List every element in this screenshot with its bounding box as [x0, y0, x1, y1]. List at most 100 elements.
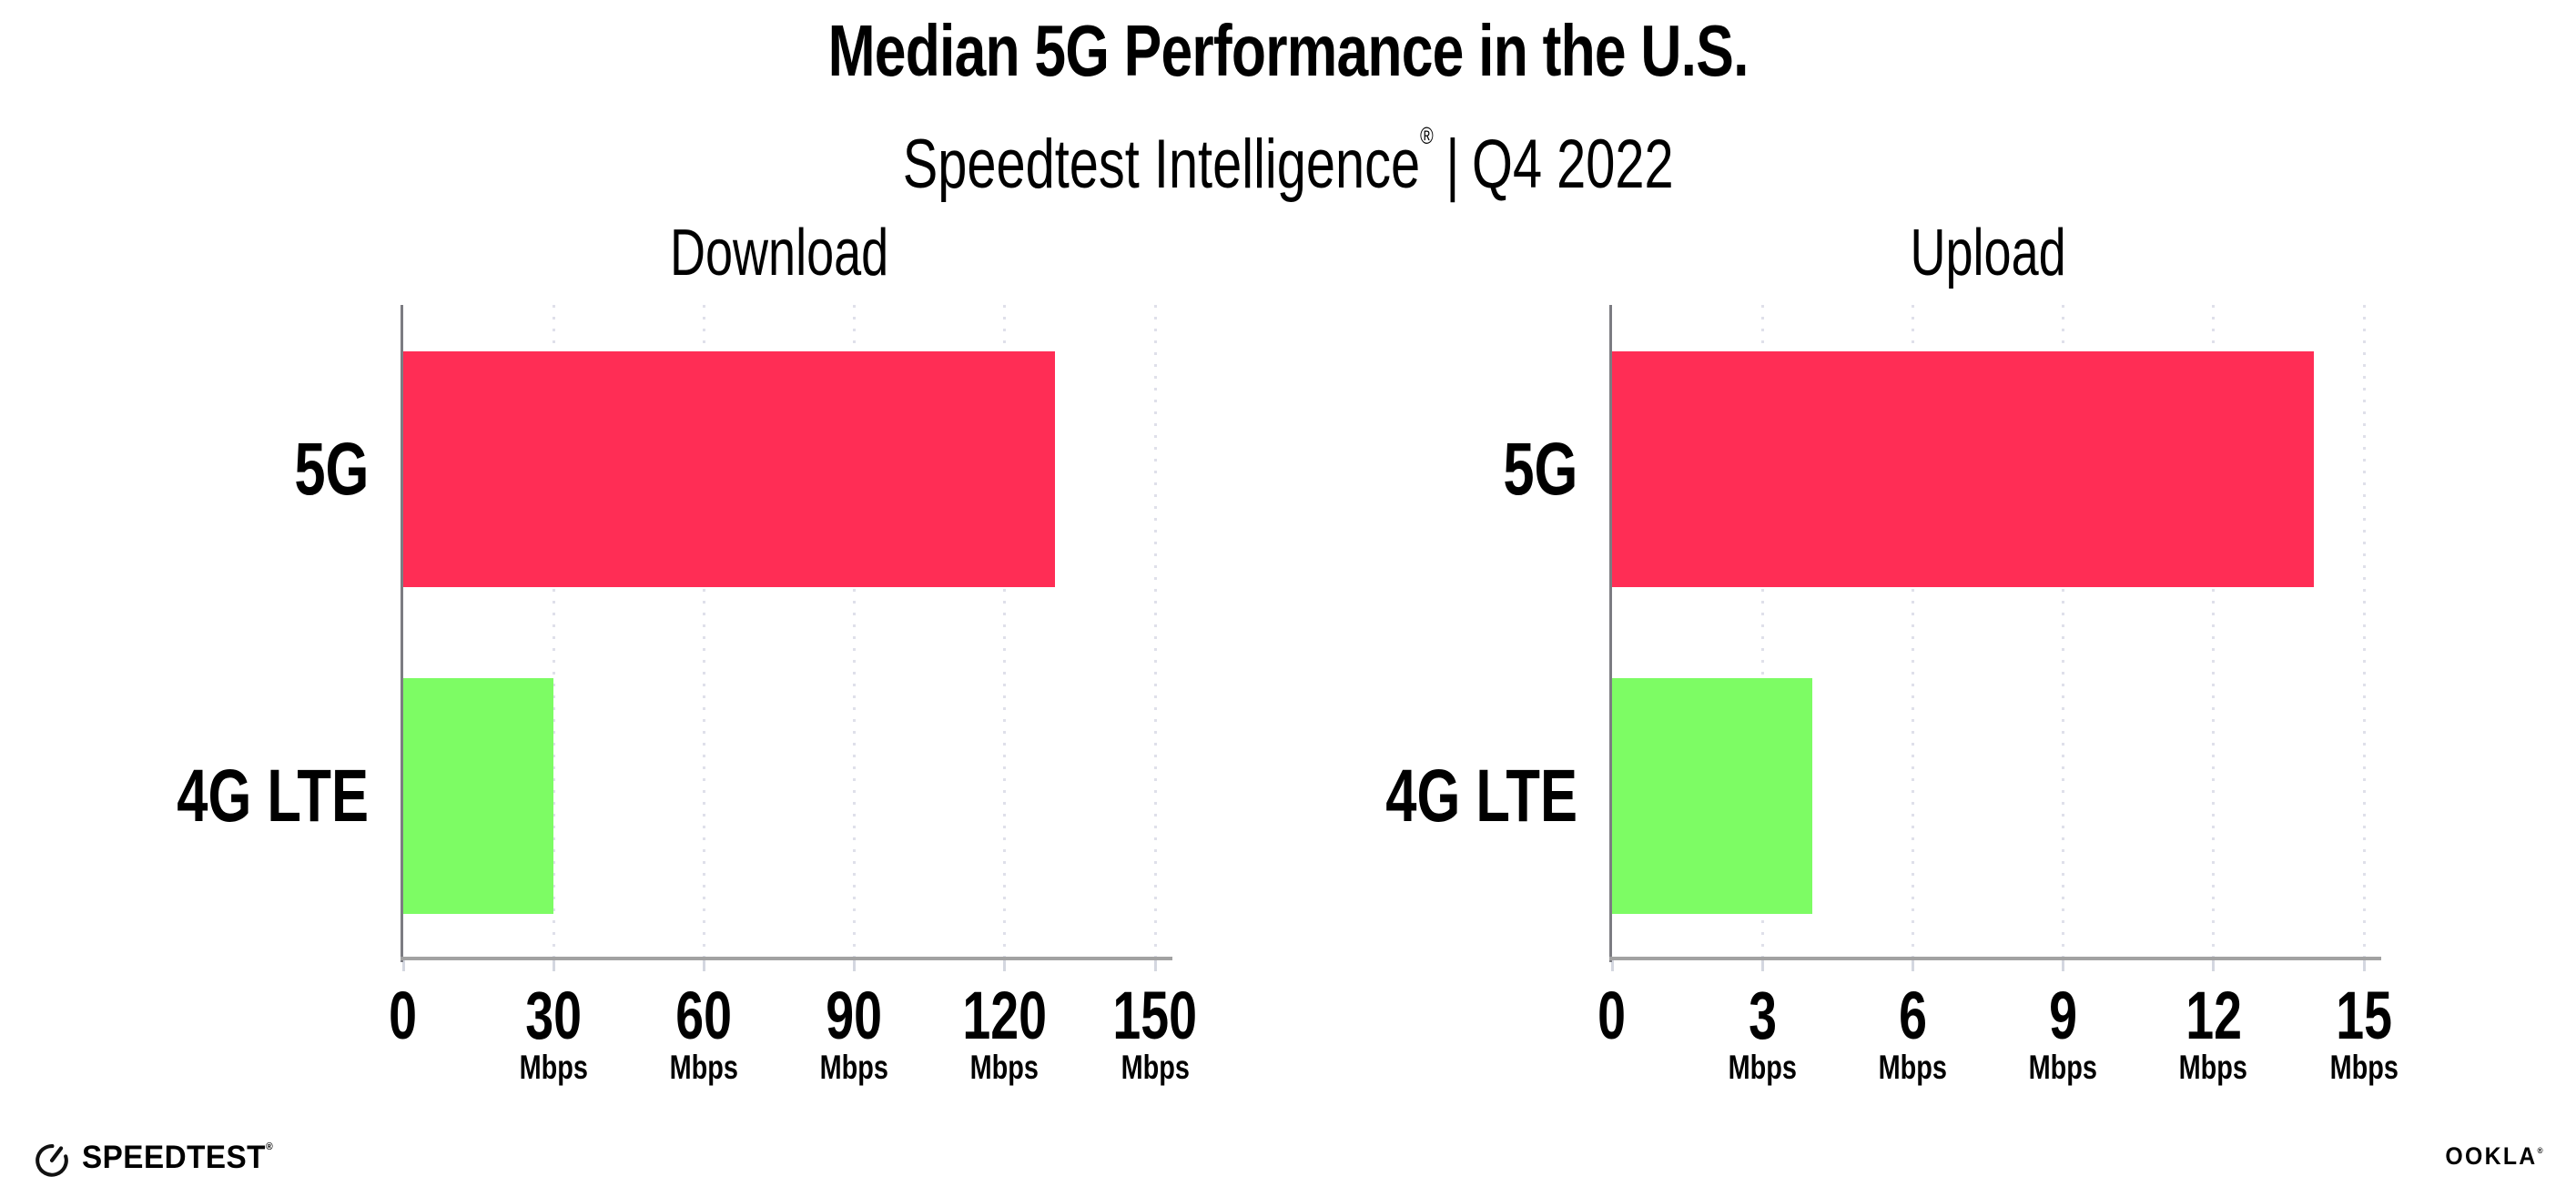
subtitle-brand: Speedtest Intelligence — [902, 126, 1420, 203]
download-tick-unit-120-text: Mbps — [970, 1049, 1040, 1086]
download-tick-label-30-text: 30 — [525, 978, 583, 1053]
download-x-axis — [401, 957, 1172, 960]
tickmark-download-30 — [552, 959, 555, 971]
upload-tick-label-0-text: 0 — [1597, 978, 1627, 1053]
upload-tick-unit-9-text: Mbps — [2028, 1049, 2098, 1086]
download-tick-label-0: 0 — [285, 978, 522, 1053]
upload-category-label-5g-text: 5G — [1502, 427, 1577, 511]
download-tick-label-30: 30 — [435, 978, 672, 1053]
gridline-download-30 — [552, 305, 555, 959]
upload-tick-label-15-text: 15 — [2336, 978, 2392, 1053]
upload-tick-label-9: 9 — [1945, 978, 2182, 1053]
download-tick-label-60: 60 — [585, 978, 822, 1053]
registered-trademark-icon: ® — [1419, 122, 1434, 149]
upload-bar-4g-lte — [1612, 678, 1813, 914]
ookla-registered-icon: ® — [2537, 1145, 2543, 1155]
tickmark-download-120 — [1003, 959, 1007, 971]
download-tick-unit-60: Mbps — [585, 1049, 822, 1087]
subtitle-text: Speedtest Intelligence® | Q4 2022 — [903, 95, 1674, 206]
download-tick-unit-150-text: Mbps — [1121, 1049, 1190, 1086]
upload-chart-title: Upload — [1612, 217, 2364, 289]
download-tick-label-0-text: 0 — [389, 978, 418, 1053]
download-tick-label-90-text: 90 — [826, 978, 883, 1053]
subtitle: Speedtest Intelligence® | Q4 2022 — [0, 95, 2576, 206]
speedtest-logo-text: SPEEDTEST® — [82, 1140, 273, 1176]
upload-tick-unit-3: Mbps — [1644, 1049, 1881, 1087]
download-category-label-4g-lte: 4G LTE — [0, 742, 369, 851]
download-tick-label-60-text: 60 — [675, 978, 733, 1053]
upload-tick-unit-15: Mbps — [2246, 1049, 2482, 1087]
gridline-download-90 — [853, 305, 857, 959]
download-tick-unit-60-text: Mbps — [669, 1049, 739, 1086]
tickmark-upload-9 — [2062, 959, 2065, 971]
tickmark-download-0 — [401, 959, 405, 971]
download-tick-label-90: 90 — [736, 978, 973, 1053]
download-category-label-4g-lte-text: 4G LTE — [177, 754, 369, 837]
upload-tick-label-3: 3 — [1644, 978, 1881, 1053]
gridline-download-60 — [702, 305, 705, 959]
gridline-upload-15 — [2362, 305, 2366, 959]
gridline-upload-9 — [2062, 305, 2065, 959]
gridline-upload-6 — [1911, 305, 1914, 959]
download-y-axis — [401, 305, 403, 962]
tickmark-download-90 — [853, 959, 857, 971]
download-tick-unit-30-text: Mbps — [519, 1049, 588, 1086]
upload-tick-unit-6: Mbps — [1794, 1049, 2031, 1087]
upload-category-label-5g: 5G — [1195, 415, 1577, 524]
upload-tick-label-6-text: 6 — [1898, 978, 1927, 1053]
gridline-download-150 — [1153, 305, 1157, 959]
tickmark-upload-12 — [2212, 959, 2216, 971]
download-tick-label-150-text: 150 — [1112, 978, 1198, 1053]
subtitle-period: Q4 2022 — [1471, 126, 1674, 203]
subtitle-separator: | — [1445, 126, 1460, 203]
upload-tick-unit-15-text: Mbps — [2329, 1049, 2399, 1086]
upload-tick-label-3-text: 3 — [1748, 978, 1777, 1053]
upload-x-axis — [1609, 957, 2381, 960]
download-tick-label-150: 150 — [1037, 978, 1273, 1053]
download-chart-title-text: Download — [669, 217, 889, 289]
tickmark-upload-6 — [1911, 959, 1914, 971]
speedtest-gauge-icon — [35, 1144, 68, 1177]
download-category-label-5g: 5G — [0, 415, 369, 524]
upload-tick-label-12: 12 — [2095, 978, 2332, 1053]
tickmark-download-60 — [702, 959, 705, 971]
download-bar-4g-lte — [403, 678, 554, 914]
upload-y-axis — [1609, 305, 1612, 962]
upload-tick-unit-12: Mbps — [2095, 1049, 2332, 1087]
speedtest-wordmark: SPEEDTEST — [82, 1140, 266, 1175]
upload-tick-unit-9: Mbps — [1945, 1049, 2182, 1087]
gridline-download-120 — [1003, 305, 1007, 959]
page-title: Median 5G Performance in the U.S. — [0, 9, 2576, 93]
page-title-text: Median 5G Performance in the U.S. — [827, 10, 1749, 91]
upload-chart-title-text: Upload — [1910, 217, 2066, 289]
upload-tick-unit-3-text: Mbps — [1728, 1049, 1797, 1086]
upload-tick-unit-6-text: Mbps — [1878, 1049, 1948, 1086]
upload-category-label-4g-lte-text: 4G LTE — [1385, 754, 1577, 837]
upload-tick-label-12-text: 12 — [2185, 978, 2242, 1053]
upload-bar-5g — [1612, 351, 2314, 587]
download-bar-5g — [403, 351, 1055, 587]
download-tick-unit-120: Mbps — [887, 1049, 1123, 1087]
upload-tick-label-9-text: 9 — [2049, 978, 2078, 1053]
upload-tick-label-15: 15 — [2246, 978, 2482, 1053]
upload-tick-label-6: 6 — [1794, 978, 2031, 1053]
download-category-label-5g-text: 5G — [293, 427, 369, 511]
ookla-wordmark: OOKLA — [2445, 1141, 2538, 1170]
download-tick-label-120-text: 120 — [962, 978, 1048, 1053]
download-chart-title: Download — [403, 217, 1155, 289]
download-tick-unit-150: Mbps — [1037, 1049, 1273, 1087]
download-tick-unit-90-text: Mbps — [819, 1049, 889, 1086]
tickmark-download-150 — [1153, 959, 1157, 971]
tickmark-upload-0 — [1610, 959, 1614, 971]
tickmark-upload-3 — [1760, 959, 1764, 971]
ookla-logo: OOKLA® — [2437, 1136, 2543, 1176]
speedtest-registered-icon: ® — [265, 1141, 273, 1152]
speedtest-logo: SPEEDTEST® — [31, 1136, 283, 1180]
gridline-upload-3 — [1760, 305, 1764, 959]
upload-tick-unit-12-text: Mbps — [2179, 1049, 2248, 1086]
gridline-upload-12 — [2212, 305, 2216, 959]
download-tick-label-120: 120 — [887, 978, 1123, 1053]
download-tick-unit-30: Mbps — [435, 1049, 672, 1087]
download-tick-unit-90: Mbps — [736, 1049, 973, 1087]
